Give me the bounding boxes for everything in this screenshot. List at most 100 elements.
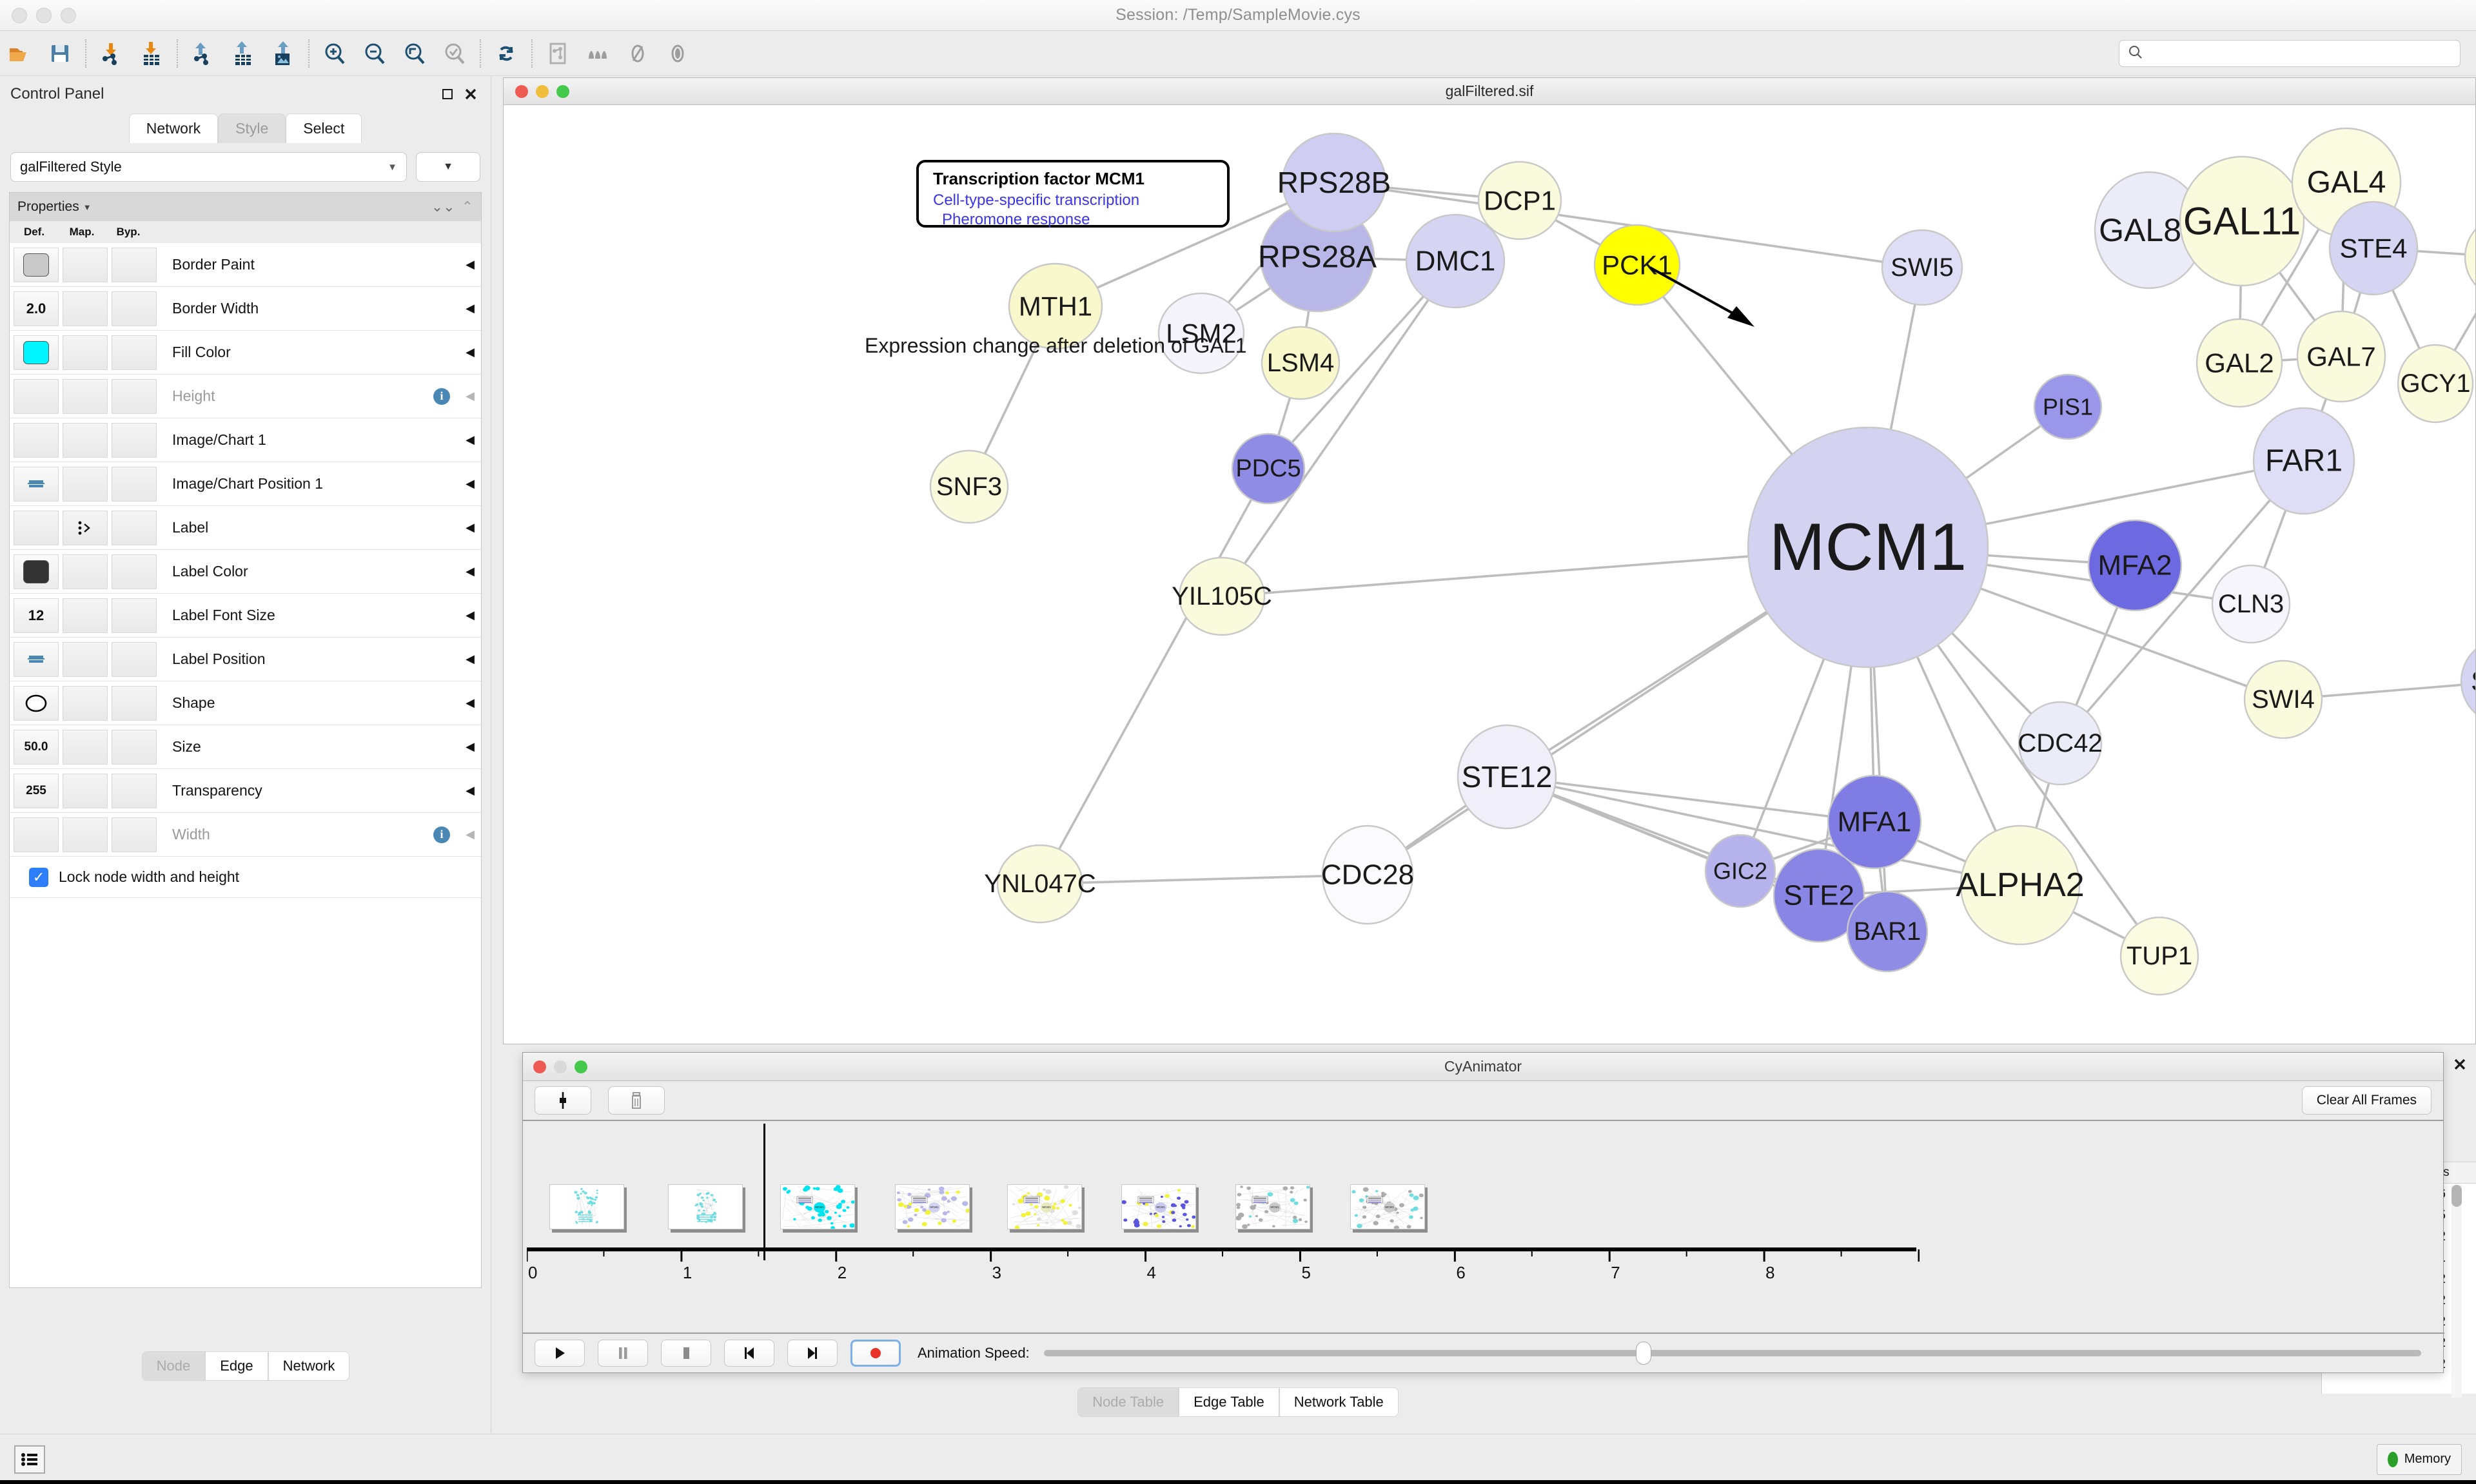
property-row[interactable]: Label ◀ [10, 506, 481, 550]
property-bypass-cell[interactable] [112, 422, 157, 458]
network-node[interactable]: GAL11 [2179, 155, 2305, 287]
node-shape[interactable] [2328, 200, 2419, 296]
node-shape[interactable] [1457, 724, 1557, 830]
property-row[interactable]: 255 Transparency ◀ [10, 769, 481, 813]
property-mapping-cell[interactable] [63, 335, 108, 370]
network-edge[interactable] [1039, 874, 1368, 885]
node-shape[interactable] [1321, 825, 1414, 925]
animation-frame-thumbnail[interactable] [549, 1184, 624, 1229]
property-bypass-cell[interactable] [112, 729, 157, 765]
property-default-cell[interactable]: 50.0 [14, 729, 59, 765]
node-shape[interactable] [1593, 224, 1681, 306]
node-shape[interactable] [2179, 155, 2305, 287]
close-icon[interactable] [2453, 1057, 2467, 1075]
property-row[interactable]: Fill Color ◀ [10, 331, 481, 375]
node-shape[interactable] [2296, 310, 2386, 403]
zoom-fit-icon[interactable] [395, 34, 435, 73]
property-mapping-cell[interactable] [63, 422, 108, 458]
network-edge[interactable] [2059, 460, 2305, 745]
zoom-out-icon[interactable] [355, 34, 395, 73]
property-mapping-cell[interactable] [63, 817, 108, 852]
network-node[interactable]: GAL4 [2291, 127, 2402, 238]
property-row[interactable]: 50.0 Size ◀ [10, 725, 481, 769]
network-node[interactable]: YIL105C [1172, 556, 1272, 636]
node-shape[interactable] [2196, 318, 2283, 408]
network-window-controls[interactable] [515, 84, 569, 98]
property-default-cell[interactable]: 12 [14, 598, 59, 633]
property-bypass-cell[interactable] [112, 598, 157, 633]
tab-node-table[interactable]: Node Table [1077, 1387, 1179, 1417]
import-table-icon[interactable] [132, 34, 172, 73]
window-maximize-dot[interactable] [61, 8, 76, 23]
network-node[interactable]: GAL80 [2094, 171, 2205, 289]
node-shape[interactable] [1747, 426, 1989, 669]
open-folder-icon[interactable] [0, 34, 40, 73]
network-node[interactable]: DMC1 [1405, 213, 1506, 309]
property-row[interactable]: 2.0 Border Width ◀ [10, 287, 481, 331]
node-shape[interactable] [2460, 639, 2475, 724]
animation-frame-thumbnail[interactable]: MCM1 [895, 1184, 970, 1229]
network-node[interactable]: SLT2 [2460, 639, 2475, 724]
expand-property-arrow-icon[interactable]: ◀ [466, 258, 475, 271]
network-node[interactable]: GAL7 [2296, 310, 2386, 403]
style-options-menu[interactable]: ▼ [416, 152, 480, 182]
property-bypass-cell[interactable] [112, 554, 157, 589]
zoom-selected-icon[interactable] [435, 34, 475, 73]
animation-frame-thumbnail[interactable]: MCM1 [1007, 1184, 1083, 1229]
property-default-cell[interactable] [14, 466, 59, 502]
node-shape[interactable] [1261, 326, 1341, 400]
node-shape[interactable] [2033, 373, 2103, 440]
lock-checkbox[interactable]: ✓ [29, 867, 48, 887]
network-edge[interactable] [1039, 468, 1270, 884]
network-node[interactable]: STE2 [1773, 848, 1865, 943]
network-node[interactable]: PDC5 [1231, 433, 1306, 505]
node-shape[interactable] [2018, 701, 2103, 786]
property-bypass-cell[interactable] [112, 466, 157, 502]
property-mapping-cell[interactable] [63, 466, 108, 502]
node-shape[interactable] [1157, 292, 1245, 375]
property-row[interactable]: Border Paint ◀ [10, 243, 481, 287]
node-shape[interactable] [1281, 132, 1387, 233]
show-icon[interactable] [658, 34, 698, 73]
property-row[interactable]: Image/Chart Position 1 ◀ [10, 462, 481, 506]
property-mapping-cell[interactable] [63, 773, 108, 808]
play-button[interactable] [535, 1340, 585, 1367]
network-maximize-dot[interactable] [556, 84, 569, 98]
window-close-dot[interactable] [12, 8, 27, 23]
property-mapping-cell[interactable] [63, 598, 108, 633]
network-node[interactable]: HAP2 [2464, 215, 2475, 300]
chevron-down-icon[interactable]: ▼ [83, 202, 92, 212]
property-mapping-cell[interactable] [63, 247, 108, 282]
property-row[interactable]: 12 Label Font Size ◀ [10, 594, 481, 638]
node-shape[interactable] [1827, 774, 1922, 870]
network-node[interactable]: SWI5 [1881, 229, 1963, 306]
animation-frame-thumbnail[interactable]: MCM1 [780, 1184, 855, 1229]
expand-property-arrow-icon[interactable]: ◀ [466, 652, 475, 665]
property-row[interactable]: Height i ◀ [10, 375, 481, 418]
node-shape[interactable] [1178, 556, 1266, 636]
property-row[interactable]: Image/Chart 1 ◀ [10, 418, 481, 462]
property-default-cell[interactable] [14, 510, 59, 545]
network-close-dot[interactable] [515, 84, 528, 98]
close-icon[interactable] [461, 84, 480, 104]
network-node[interactable]: TUP1 [2119, 916, 2199, 996]
timeline-playhead[interactable] [763, 1124, 765, 1260]
node-shape[interactable] [929, 449, 1009, 524]
new-network-icon[interactable] [538, 34, 578, 73]
pause-button[interactable] [598, 1340, 648, 1367]
property-mapping-cell[interactable] [63, 729, 108, 765]
memory-status-button[interactable]: Memory [2376, 1443, 2462, 1475]
network-node[interactable]: SWI4 [2243, 659, 2323, 739]
node-shape[interactable] [2464, 215, 2475, 300]
network-node[interactable]: RPS28B [1277, 132, 1391, 233]
network-node[interactable]: MFA1 [1827, 774, 1922, 870]
delete-frame-button[interactable] [608, 1086, 665, 1115]
export-table-icon[interactable] [223, 34, 263, 73]
import-network-icon[interactable] [92, 34, 132, 73]
property-default-cell[interactable]: 2.0 [14, 291, 59, 326]
property-bypass-cell[interactable] [112, 378, 157, 414]
network-minimize-dot[interactable] [536, 84, 549, 98]
stop-button[interactable] [661, 1340, 711, 1367]
network-node[interactable]: PIS1 [2033, 373, 2103, 440]
